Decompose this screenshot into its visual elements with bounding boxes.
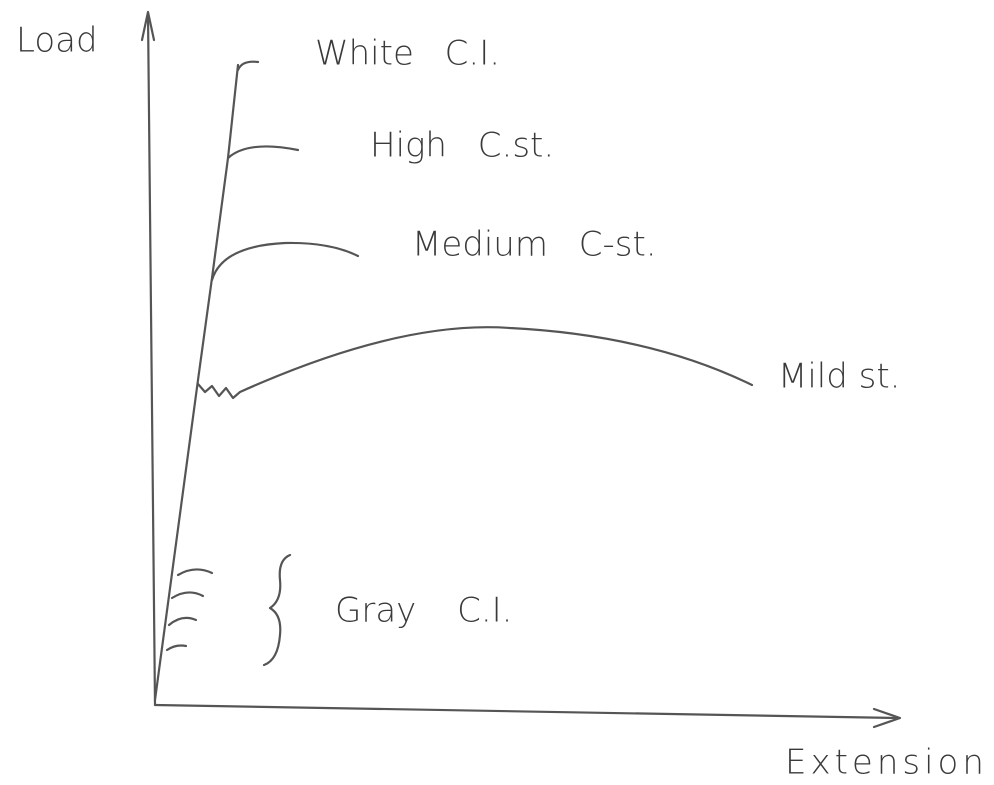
curve-label: White C.I. [315,34,500,74]
y-axis-label: Load [16,21,98,61]
diagram: Load Extension White C.I. High C.st. Med… [0,0,994,785]
curve-label: Mild st. [778,357,900,397]
curve-label: High C.st. [370,126,554,166]
curve-label: Medium C-st. [412,225,657,265]
curve-label: Gray C.I. [335,591,512,631]
x-axis-label: Extension [785,743,988,783]
